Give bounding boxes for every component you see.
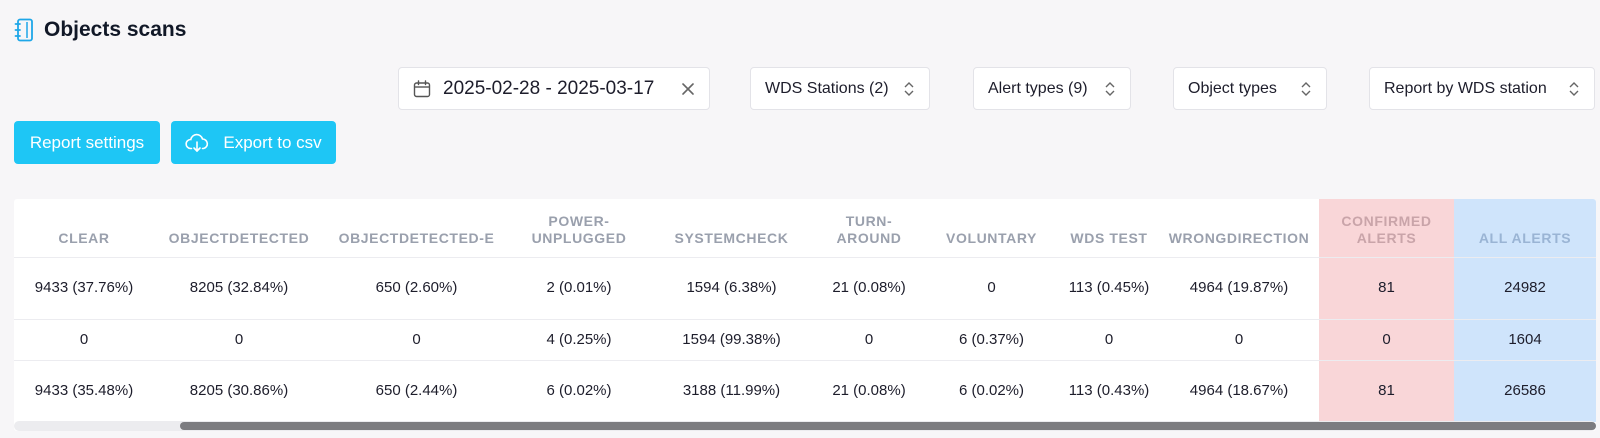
table-header-row: CLEAR OBJECTDETECTED OBJECTDETECTED-E PO…: [14, 199, 1596, 257]
table-cell: 4964 (19.87%): [1159, 256, 1319, 319]
column-header-confirmed-alerts[interactable]: CONFIRMED ALERTS: [1319, 199, 1454, 257]
table-cell: 0: [14, 318, 154, 360]
alert-types-label: Alert types (9): [988, 79, 1088, 97]
column-header-wds-test[interactable]: WDS TEST: [1070, 229, 1148, 246]
page-header: Objects scans: [14, 18, 186, 42]
horizontal-scrollbar[interactable]: [14, 421, 1596, 431]
scrollbar-thumb[interactable]: [180, 422, 1596, 430]
page-title: Objects scans: [44, 18, 187, 41]
calendar-icon: [413, 79, 431, 97]
table-cell: 0: [1159, 318, 1319, 360]
table-cell: 0: [154, 318, 324, 360]
table-cell: 650 (2.44%): [324, 359, 509, 422]
column-header-wrongdirection[interactable]: WRONGDIRECTION: [1168, 229, 1310, 246]
table-row: 9433 (37.76%) 8205 (32.84%) 650 (2.60%) …: [14, 256, 1596, 319]
column-header-power-unplugged[interactable]: POWER-UNPLUGGED: [531, 212, 627, 246]
confirmed-alerts-cell: 81: [1319, 359, 1454, 422]
table-cell: 21 (0.08%): [814, 256, 924, 319]
table-cell: 8205 (30.86%): [154, 359, 324, 422]
chevron-updown-icon: [1569, 81, 1579, 96]
table-cell: 650 (2.60%): [324, 256, 509, 319]
column-header-turn-around[interactable]: TURN-AROUND: [836, 212, 902, 246]
export-csv-button[interactable]: Export to csv: [171, 121, 336, 164]
alerts-table-card: CLEAR OBJECTDETECTED OBJECTDETECTED-E PO…: [14, 199, 1596, 431]
report-settings-label: Report settings: [29, 132, 145, 152]
cloud-download-icon: [185, 133, 209, 152]
table-cell: 0: [1059, 318, 1159, 360]
wds-stations-select[interactable]: WDS Stations (2): [750, 67, 930, 110]
table-cell: 6 (0.02%): [924, 359, 1059, 422]
notebook-icon: [14, 18, 33, 42]
column-header-systemcheck[interactable]: SYSTEMCHECK: [674, 229, 789, 246]
confirmed-alerts-cell: 81: [1319, 256, 1454, 319]
table-cell: 9433 (37.76%): [14, 256, 154, 319]
table-cell: 2 (0.01%): [509, 256, 649, 319]
table-cell: 1594 (99.38%): [649, 318, 814, 360]
alerts-table: CLEAR OBJECTDETECTED OBJECTDETECTED-E PO…: [14, 199, 1596, 422]
object-types-label: Object types: [1188, 79, 1277, 97]
object-types-select[interactable]: Object types: [1173, 67, 1327, 110]
all-alerts-cell: 26586: [1454, 359, 1596, 422]
table-cell: 4 (0.25%): [509, 318, 649, 360]
alert-types-select[interactable]: Alert types (9): [973, 67, 1131, 110]
table-cell: 6 (0.37%): [924, 318, 1059, 360]
date-range-picker[interactable]: 2025-02-28 - 2025-03-17: [398, 67, 710, 110]
table-cell: 8205 (32.84%): [154, 256, 324, 319]
column-header-voluntary[interactable]: VOLUNTARY: [946, 229, 1037, 246]
table-cell: 113 (0.43%): [1059, 359, 1159, 422]
all-alerts-cell: 24982: [1454, 256, 1596, 319]
export-csv-label: Export to csv: [223, 132, 322, 152]
table-cell: 0: [324, 318, 509, 360]
confirmed-alerts-cell: 0: [1319, 318, 1454, 360]
report-by-select[interactable]: Report by WDS station: [1369, 67, 1595, 110]
column-header-clear[interactable]: CLEAR: [58, 229, 110, 246]
all-alerts-cell: 1604: [1454, 318, 1596, 360]
report-by-label: Report by WDS station: [1384, 79, 1547, 97]
column-header-objectdetected[interactable]: OBJECTDETECTED: [168, 229, 310, 246]
chevron-updown-icon: [1301, 81, 1311, 96]
chevron-updown-icon: [904, 81, 914, 96]
close-icon[interactable]: [681, 82, 695, 96]
table-cell: 9433 (35.48%): [14, 359, 154, 422]
table-cell: 0: [814, 318, 924, 360]
table-cell: 4964 (18.67%): [1159, 359, 1319, 422]
table-cell: 1594 (6.38%): [649, 256, 814, 319]
date-range-value: 2025-02-28 - 2025-03-17: [443, 77, 655, 99]
table-cell: 6 (0.02%): [509, 359, 649, 422]
table-cell: 21 (0.08%): [814, 359, 924, 422]
wds-stations-label: WDS Stations (2): [765, 79, 889, 97]
table-row: 9433 (35.48%) 8205 (30.86%) 650 (2.44%) …: [14, 359, 1596, 422]
table-cell: 3188 (11.99%): [649, 359, 814, 422]
chevron-updown-icon: [1105, 81, 1115, 96]
column-header-objectdetected-e[interactable]: OBJECTDETECTED-E: [338, 229, 495, 246]
table-cell: 113 (0.45%): [1059, 256, 1159, 319]
report-settings-button[interactable]: Report settings: [14, 121, 160, 164]
table-cell: 0: [924, 256, 1059, 319]
table-row: 0 0 0 4 (0.25%) 1594 (99.38%) 0 6 (0.37%…: [14, 318, 1596, 360]
column-header-all-alerts[interactable]: ALL ALERTS: [1454, 199, 1596, 257]
